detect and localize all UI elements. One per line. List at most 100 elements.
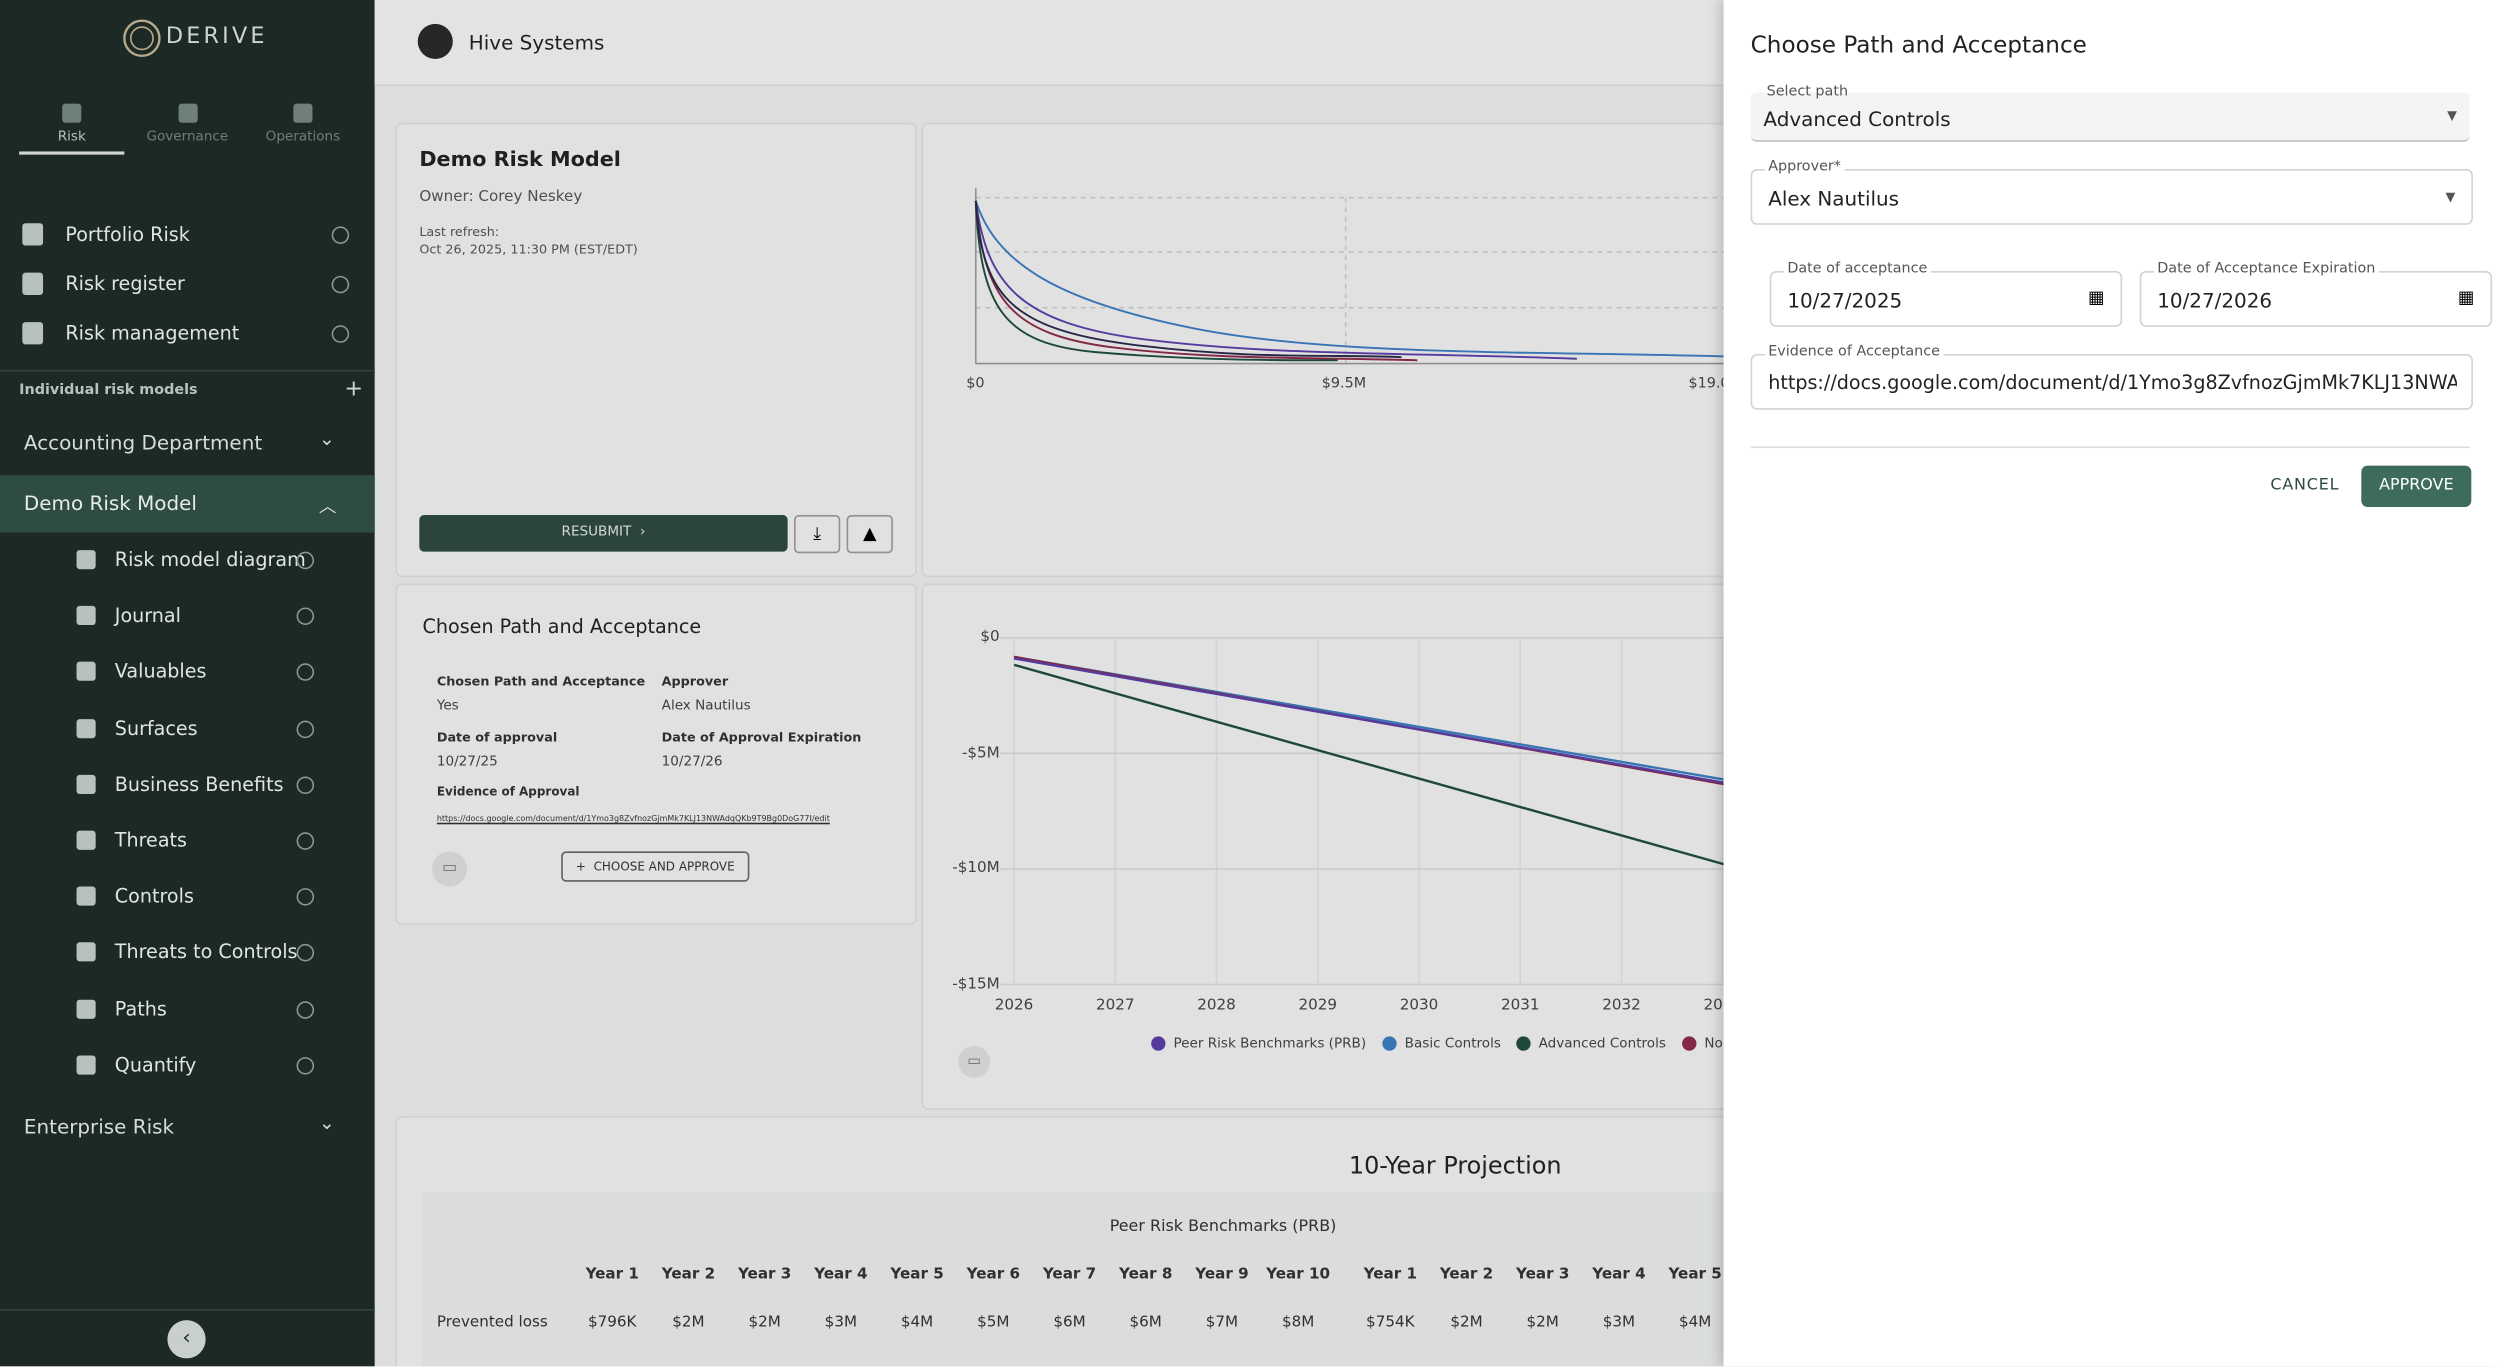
tab-icon[interactable] bbox=[62, 103, 82, 123]
refresh-label: Last refresh: bbox=[419, 224, 500, 240]
table-title: 10-Year Projection bbox=[1348, 1151, 1562, 1180]
tab-label[interactable]: Operations bbox=[265, 129, 341, 146]
download-button[interactable]: ⤓ bbox=[794, 514, 841, 554]
legend-label: Peer Risk Benchmarks (PRB) bbox=[1173, 1036, 1367, 1053]
field-label: Select path bbox=[1766, 84, 1849, 101]
nav-item[interactable]: Portfolio Risk bbox=[65, 223, 190, 246]
modal-title: Choose Path and Acceptance bbox=[1750, 33, 2087, 59]
calendar-icon[interactable]: ▦ bbox=[2088, 286, 2105, 308]
y-tick-label: $0 bbox=[980, 628, 1000, 646]
choose-approve-button[interactable]: + CHOOSE AND APPROVE bbox=[561, 851, 750, 882]
info-icon bbox=[296, 551, 315, 570]
select-path[interactable]: Select path Advanced Controls ▼ bbox=[1750, 85, 2470, 142]
nav-icon bbox=[76, 830, 96, 850]
nav-item[interactable]: Journal bbox=[114, 604, 181, 627]
column-header: Year 5 bbox=[1668, 1265, 1722, 1284]
nav-item[interactable]: Valuables bbox=[114, 660, 207, 684]
tab-icon[interactable] bbox=[293, 103, 313, 123]
shape bbox=[974, 200, 1402, 359]
field-label: Evidence of Acceptance bbox=[1765, 344, 1944, 361]
logo bbox=[123, 19, 161, 57]
group-item[interactable]: Accounting Department bbox=[23, 430, 263, 455]
nav-item[interactable]: Controls bbox=[114, 885, 194, 908]
field-label: Approver bbox=[661, 674, 729, 689]
resubmit-button[interactable]: RESUBMIT › bbox=[419, 514, 788, 552]
field-value: Advanced Controls bbox=[1763, 106, 1951, 131]
model-card: Demo Risk Model Owner: Corey Neskey Last… bbox=[395, 122, 917, 578]
add-icon[interactable]: + bbox=[344, 376, 364, 402]
evidence-link[interactable]: https://docs.google.com/document/d/1Ymo3… bbox=[436, 814, 830, 825]
cell: $6M bbox=[1053, 1313, 1086, 1332]
field-value: 10/27/26 bbox=[661, 754, 723, 771]
expiration-field[interactable]: Date of Acceptance Expiration 10/27/2026… bbox=[2139, 261, 2493, 327]
evidence-field[interactable]: Evidence of Acceptance https://docs.goog… bbox=[1750, 344, 2473, 410]
tab-label[interactable]: Risk bbox=[57, 129, 86, 146]
x-tick-label: 2026 bbox=[994, 996, 1034, 1015]
section-label: Individual risk models bbox=[19, 382, 198, 399]
nav-item[interactable]: Threats to Controls bbox=[114, 941, 298, 964]
nav-icon bbox=[76, 550, 96, 570]
field-value: https://docs.google.com/document/d/1Ymo3… bbox=[1768, 371, 2457, 394]
group-item[interactable]: Demo Risk Model bbox=[23, 491, 197, 515]
comment-icon[interactable]: ▭ bbox=[958, 1045, 991, 1078]
sidebar: DERIVE Risk Governance Operations Portfoli… bbox=[0, 0, 375, 1367]
field-value: Yes bbox=[436, 698, 459, 715]
cell: $5M bbox=[977, 1313, 1010, 1332]
refresh-value: Oct 26, 2025, 11:30 PM (EST/EDT) bbox=[419, 242, 638, 257]
field-value: 10/27/2026 bbox=[2157, 288, 2273, 313]
shape bbox=[129, 26, 154, 51]
legend-swatch bbox=[1382, 1036, 1397, 1051]
cell: $2M bbox=[1450, 1313, 1483, 1332]
projection-chart-card: ▭ $0 -$5M -$10M -$15M 2026 2027 2028 2029 2030 20… bbox=[921, 583, 1783, 1110]
approver-field[interactable]: Approver* Alex Nautilus ▼ bbox=[1750, 159, 2473, 225]
x-tick-label: 2032 bbox=[1602, 996, 1641, 1015]
dropdown-arrow: ▼ bbox=[2445, 189, 2456, 205]
approve-button[interactable]: APPROVE bbox=[2361, 465, 2472, 508]
divider bbox=[0, 1309, 375, 1311]
x-tick-label: 2031 bbox=[1500, 996, 1540, 1015]
tab-label[interactable]: Governance bbox=[146, 129, 229, 146]
info-icon bbox=[296, 944, 315, 963]
nav-item[interactable]: Threats bbox=[114, 829, 188, 852]
nav-item[interactable]: Risk management bbox=[65, 322, 240, 345]
nav-item[interactable]: Business Benefits bbox=[114, 772, 284, 796]
nav-item[interactable]: Risk model diagram bbox=[114, 548, 306, 571]
cell: $2M bbox=[748, 1313, 781, 1332]
cell: $754K bbox=[1366, 1313, 1415, 1332]
shape bbox=[1013, 657, 1753, 789]
cell: $2M bbox=[672, 1313, 705, 1332]
x-tick-label: $0 bbox=[966, 376, 985, 393]
column-header: Year 2 bbox=[661, 1265, 716, 1284]
column-header: Year 8 bbox=[1119, 1265, 1173, 1284]
cell: $6M bbox=[1129, 1313, 1162, 1332]
cancel-button[interactable]: CANCEL bbox=[2270, 476, 2340, 495]
cell: $7M bbox=[1205, 1313, 1239, 1332]
row-label: Prevented loss bbox=[436, 1313, 548, 1332]
calendar-icon[interactable]: ▦ bbox=[2457, 286, 2475, 308]
column-header: Year 3 bbox=[1516, 1265, 1570, 1284]
org-logo bbox=[417, 23, 453, 59]
field-label: Date of approval bbox=[436, 730, 558, 745]
group-item[interactable]: Enterprise Risk bbox=[23, 1114, 175, 1139]
card-title: Chosen Path and Acceptance bbox=[422, 615, 702, 638]
nav-item[interactable]: Surfaces bbox=[114, 716, 198, 740]
lab-button[interactable]: ▲ bbox=[846, 514, 893, 554]
cell: $3M bbox=[1602, 1313, 1636, 1332]
nav-icon bbox=[22, 272, 44, 295]
info-icon bbox=[296, 1000, 315, 1019]
tab-icon[interactable] bbox=[177, 103, 197, 123]
y-tick-label: -$5M bbox=[961, 743, 1000, 762]
nav-item[interactable]: Risk register bbox=[65, 272, 185, 295]
legend-label: Advanced Controls bbox=[1538, 1036, 1666, 1053]
column-header: Year 5 bbox=[890, 1265, 944, 1284]
collapse-button[interactable]: ‹ bbox=[167, 1320, 206, 1359]
column-header: Year 4 bbox=[814, 1265, 868, 1284]
date-field[interactable]: Date of acceptance 10/27/2025 ▦ bbox=[1769, 261, 2123, 327]
comment-icon[interactable]: ▭ bbox=[432, 851, 468, 887]
nav-item[interactable]: Paths bbox=[114, 997, 167, 1020]
info-icon bbox=[331, 275, 350, 294]
nav-item[interactable]: Quantify bbox=[114, 1053, 197, 1076]
column-header: Year 9 bbox=[1195, 1265, 1249, 1284]
info-icon bbox=[331, 226, 350, 244]
